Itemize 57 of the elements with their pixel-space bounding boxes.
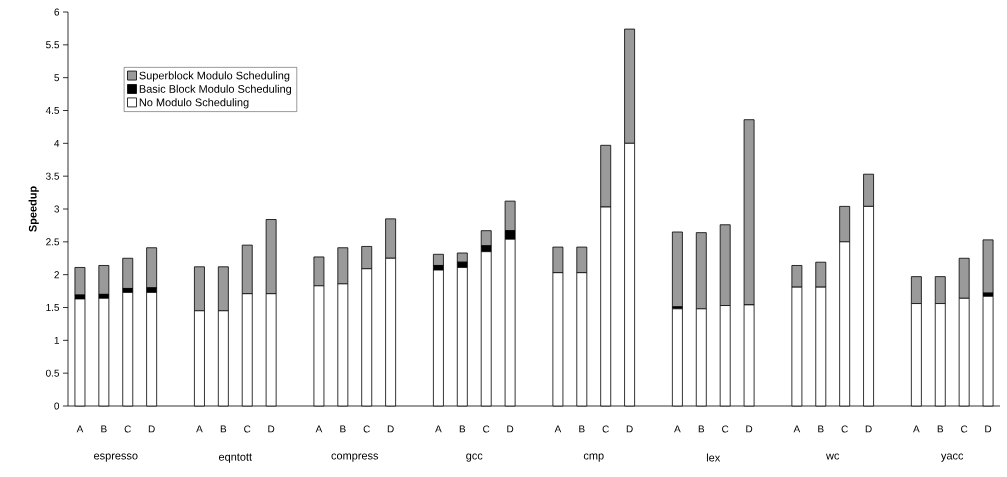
y-tick-label: 6 xyxy=(54,8,60,16)
y-tick-label: 5.5 xyxy=(46,41,60,49)
x-tick-label: C xyxy=(602,425,609,433)
text: yacc xyxy=(940,453,964,462)
x-tick-label: B xyxy=(579,425,585,433)
x-tick-label: B xyxy=(340,425,346,433)
text: lex xyxy=(706,453,721,462)
x-tick-label: A xyxy=(196,425,203,433)
y-tick-label: 3.5 xyxy=(46,172,60,180)
text: espresso xyxy=(94,453,138,462)
x-tick-label: A xyxy=(674,425,681,433)
x-tick-label: C xyxy=(841,425,848,433)
legend-label: Basic Block Modulo Scheduling xyxy=(139,84,292,95)
x-tick-label: A xyxy=(315,425,323,433)
x-tick-label: C xyxy=(244,425,251,433)
y-tick-label: 5 xyxy=(54,74,60,82)
x-tick-label: D xyxy=(387,425,394,433)
text: cmp xyxy=(583,453,604,462)
legend-label: No Modulo Scheduling xyxy=(139,98,249,109)
y-tick-label: 4 xyxy=(54,139,60,147)
legend-label: Superblock Modulo Scheduling xyxy=(139,71,290,82)
x-tick-label: D xyxy=(626,425,633,433)
y-tick-label: 3 xyxy=(54,205,60,213)
x-tick-label: C xyxy=(363,425,370,433)
x-tick-label: D xyxy=(746,425,753,433)
x-tick-label: A xyxy=(913,425,920,433)
x-tick-label: D xyxy=(507,425,514,433)
x-tick-label: B xyxy=(459,425,466,433)
y-tick-label: 0.5 xyxy=(46,369,60,377)
x-tick-label: B xyxy=(101,425,107,433)
x-tick-label: B xyxy=(698,425,705,433)
x-tick-label: A xyxy=(76,425,84,433)
text: eqntott xyxy=(219,453,252,463)
x-tick-label: A xyxy=(435,425,442,433)
text: gcc xyxy=(466,453,483,462)
x-tick-label: A xyxy=(554,425,562,433)
text: wc xyxy=(826,453,840,460)
y-tick-label: 1.5 xyxy=(46,304,60,311)
x-tick-label: C xyxy=(483,425,490,433)
x-tick-label: D xyxy=(268,425,275,433)
x-tick-label: B xyxy=(220,425,227,433)
x-tick-label: C xyxy=(961,425,968,433)
y-tick-label: 2 xyxy=(54,271,59,279)
x-tick-label: A xyxy=(793,425,801,433)
x-tick-label: D xyxy=(985,425,992,433)
y-tick-label: 0 xyxy=(54,402,60,410)
x-tick-label: D xyxy=(148,425,155,433)
y-tick-label: 4.5 xyxy=(45,107,60,114)
x-tick-label: B xyxy=(818,425,824,433)
x-tick-label: D xyxy=(865,425,872,433)
x-tick-label: B xyxy=(937,425,944,433)
y-axis-title: Speedup xyxy=(28,186,39,232)
x-tick-label: C xyxy=(124,425,131,433)
text: compress xyxy=(331,453,379,462)
y-tick-label: 2.5 xyxy=(46,238,60,246)
y-tick-label: 1 xyxy=(54,336,59,344)
x-tick-label: C xyxy=(722,425,729,433)
